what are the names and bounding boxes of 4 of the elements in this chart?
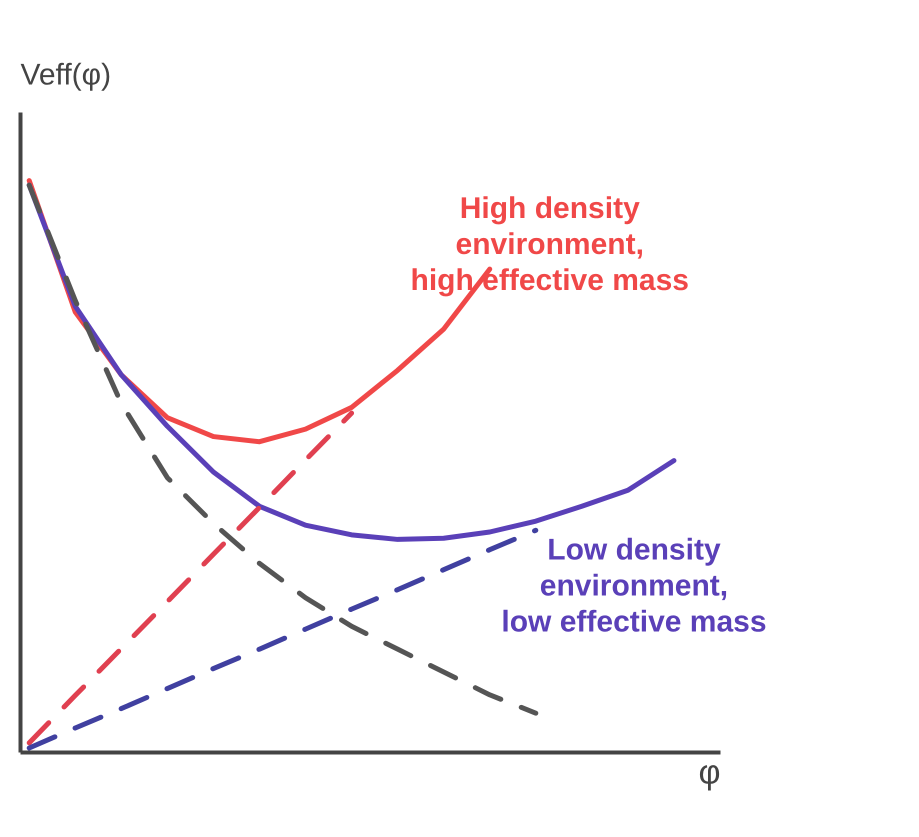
x-axis-title: φ: [698, 754, 720, 792]
series-label: High density environment, high effective mass: [410, 192, 689, 298]
y-axis-title: Veff(φ): [20, 58, 112, 92]
series-label: Low density environment, low effective mass: [501, 534, 767, 639]
